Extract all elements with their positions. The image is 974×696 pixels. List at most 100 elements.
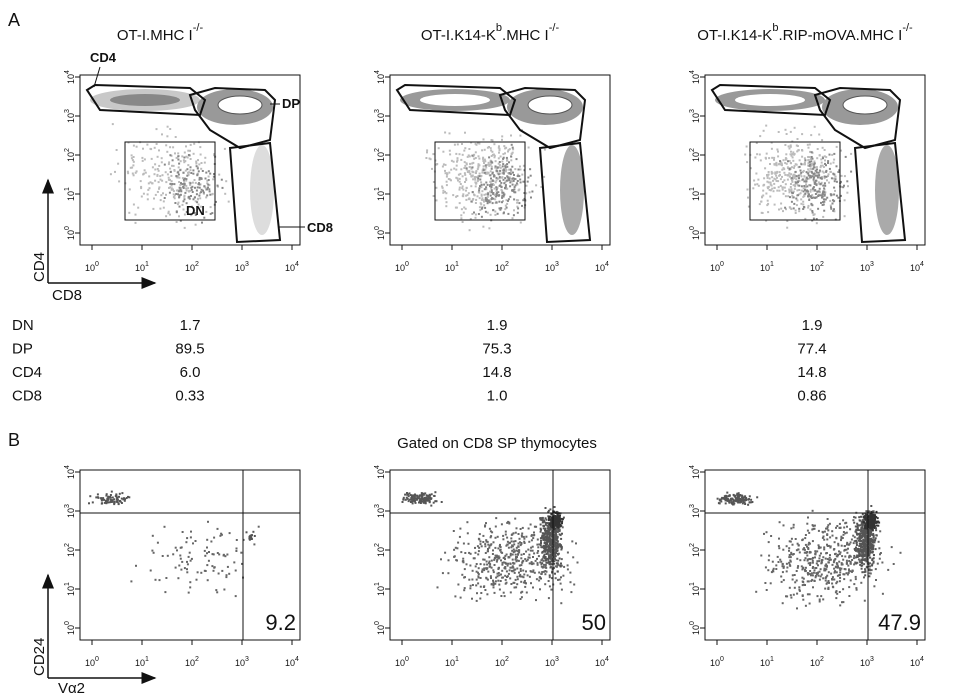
event — [485, 186, 488, 189]
event — [556, 518, 558, 521]
event — [489, 544, 492, 547]
event — [493, 143, 496, 146]
event — [498, 166, 501, 169]
event — [556, 545, 559, 548]
event — [788, 206, 791, 209]
event — [550, 522, 553, 524]
event — [809, 150, 812, 153]
event — [551, 515, 554, 518]
x-tick-label: 104 — [595, 656, 609, 668]
event — [556, 564, 559, 567]
event — [208, 551, 210, 553]
event — [147, 182, 150, 185]
event — [488, 560, 491, 563]
tick-exp: 3 — [245, 261, 249, 268]
event — [521, 560, 524, 563]
event — [186, 560, 188, 563]
event — [200, 188, 203, 191]
event — [835, 145, 838, 148]
event — [501, 569, 504, 572]
event — [498, 145, 500, 148]
event — [547, 597, 550, 600]
event — [548, 527, 551, 530]
event — [520, 596, 523, 599]
tick-base: 10 — [710, 658, 720, 668]
event — [493, 557, 496, 560]
event — [498, 588, 501, 591]
event — [479, 178, 482, 181]
event — [485, 522, 487, 525]
event — [790, 208, 793, 210]
event — [876, 521, 879, 524]
event — [505, 570, 508, 573]
event — [821, 176, 824, 178]
event — [526, 574, 529, 577]
event — [871, 551, 874, 554]
event — [812, 186, 815, 189]
tick-base: 10 — [445, 263, 455, 273]
event — [870, 523, 872, 526]
event — [182, 185, 185, 188]
event — [194, 186, 196, 189]
plot-frame — [79, 74, 301, 246]
event — [531, 549, 534, 552]
event — [547, 515, 550, 518]
leader — [93, 66, 101, 88]
event — [754, 156, 757, 159]
event — [811, 204, 814, 207]
plot-title: OT-I.K14-Kb.MHC I-/- — [421, 22, 560, 44]
event — [765, 192, 768, 195]
event — [557, 516, 560, 518]
event — [471, 578, 474, 581]
event — [789, 162, 792, 164]
event — [142, 173, 145, 176]
x-tick-label: 101 — [135, 261, 149, 273]
event — [765, 124, 768, 127]
event — [166, 135, 169, 138]
event — [197, 159, 199, 162]
event — [540, 539, 542, 542]
event — [189, 149, 191, 152]
event — [510, 537, 513, 540]
event — [486, 550, 489, 553]
event — [216, 552, 219, 554]
event — [871, 521, 874, 524]
event — [165, 215, 168, 218]
tick-exp: 2 — [374, 543, 381, 547]
event — [502, 591, 505, 594]
event — [747, 503, 750, 506]
event — [532, 534, 535, 537]
event — [500, 595, 503, 597]
x-tick-label: 103 — [235, 261, 249, 273]
event — [549, 531, 551, 534]
event — [553, 531, 556, 534]
event — [792, 523, 795, 526]
event — [171, 159, 174, 162]
event — [838, 169, 841, 172]
event — [185, 179, 188, 182]
event — [825, 576, 828, 579]
event — [504, 170, 507, 173]
event — [813, 213, 816, 216]
event — [850, 152, 853, 155]
event — [477, 573, 480, 576]
event — [128, 211, 131, 214]
event — [153, 197, 155, 200]
event — [158, 187, 160, 190]
event — [817, 195, 820, 197]
event — [479, 185, 481, 188]
event — [507, 562, 510, 565]
event — [426, 497, 429, 500]
event — [778, 174, 781, 177]
event — [123, 499, 126, 502]
event — [496, 172, 499, 175]
event — [803, 206, 806, 209]
event — [804, 178, 807, 181]
event — [790, 189, 793, 191]
event — [865, 528, 868, 531]
event — [869, 544, 872, 547]
event — [548, 561, 551, 564]
event — [196, 173, 199, 176]
event — [546, 537, 549, 540]
tick-base: 10 — [395, 263, 405, 273]
